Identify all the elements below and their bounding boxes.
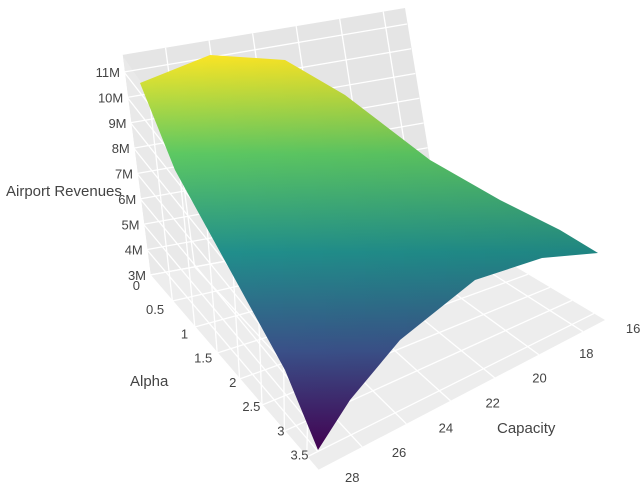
side-grid-z-2: [143, 223, 320, 435]
capacity-axis-title: Capacity: [497, 420, 556, 437]
axis-ticks: 3M 4M 5M 6M 7M 8M 9M 10M 11M 0 0.5 1 1.5 2 2.5 3 3.5 16 18…: [96, 65, 640, 485]
z-tick-label: 8M: [112, 141, 130, 156]
z-tick-label: 9M: [108, 116, 126, 131]
side-grid-alpha-1: [148, 92, 174, 302]
axis-titles: Airport Revenues Alpha Capacity: [6, 183, 556, 437]
z-tick-label: 5M: [121, 217, 139, 232]
alpha-axis-title: Alpha: [130, 373, 169, 390]
z-tick-label: 10M: [98, 90, 123, 105]
floor-grid-alpha-7: [306, 312, 595, 458]
z-tick-label: 4M: [125, 243, 143, 258]
capacity-tick-label: 20: [532, 371, 546, 386]
z-tick-label: 3M: [128, 268, 146, 283]
z-tick-label: 11M: [96, 65, 120, 80]
side-grid-z-1: [146, 249, 319, 453]
alpha-tick-label: 0: [133, 278, 140, 293]
capacity-tick-label: 22: [485, 396, 499, 411]
alpha-tick-label: 2: [229, 375, 236, 390]
capacity-tick-label: 28: [345, 470, 359, 485]
capacity-tick-label: 18: [579, 346, 593, 361]
alpha-tick-label: 2.5: [242, 399, 260, 414]
z-tick-label: 7M: [115, 167, 133, 182]
alpha-tick-label: 1.5: [194, 351, 212, 366]
floor-grid-cap-6: [149, 274, 319, 471]
capacity-tick-label: 16: [626, 321, 640, 336]
capacity-tick-label: 26: [392, 445, 406, 460]
revenue-surface[interactable]: [140, 55, 598, 450]
surface-shading: [140, 55, 598, 450]
alpha-tick-label: 3.5: [290, 448, 308, 463]
z-axis-title: Airport Revenues: [6, 183, 122, 200]
alpha-tick-label: 1: [181, 326, 188, 341]
alpha-tick-label: 0.5: [146, 302, 164, 317]
z-tick-label: 6M: [118, 192, 136, 207]
back-grid-z-8: [123, 23, 408, 73]
back-grid-cap-6: [121, 54, 151, 276]
alpha-tick-label: 3: [277, 423, 284, 438]
capacity-tick-label: 24: [439, 420, 453, 435]
